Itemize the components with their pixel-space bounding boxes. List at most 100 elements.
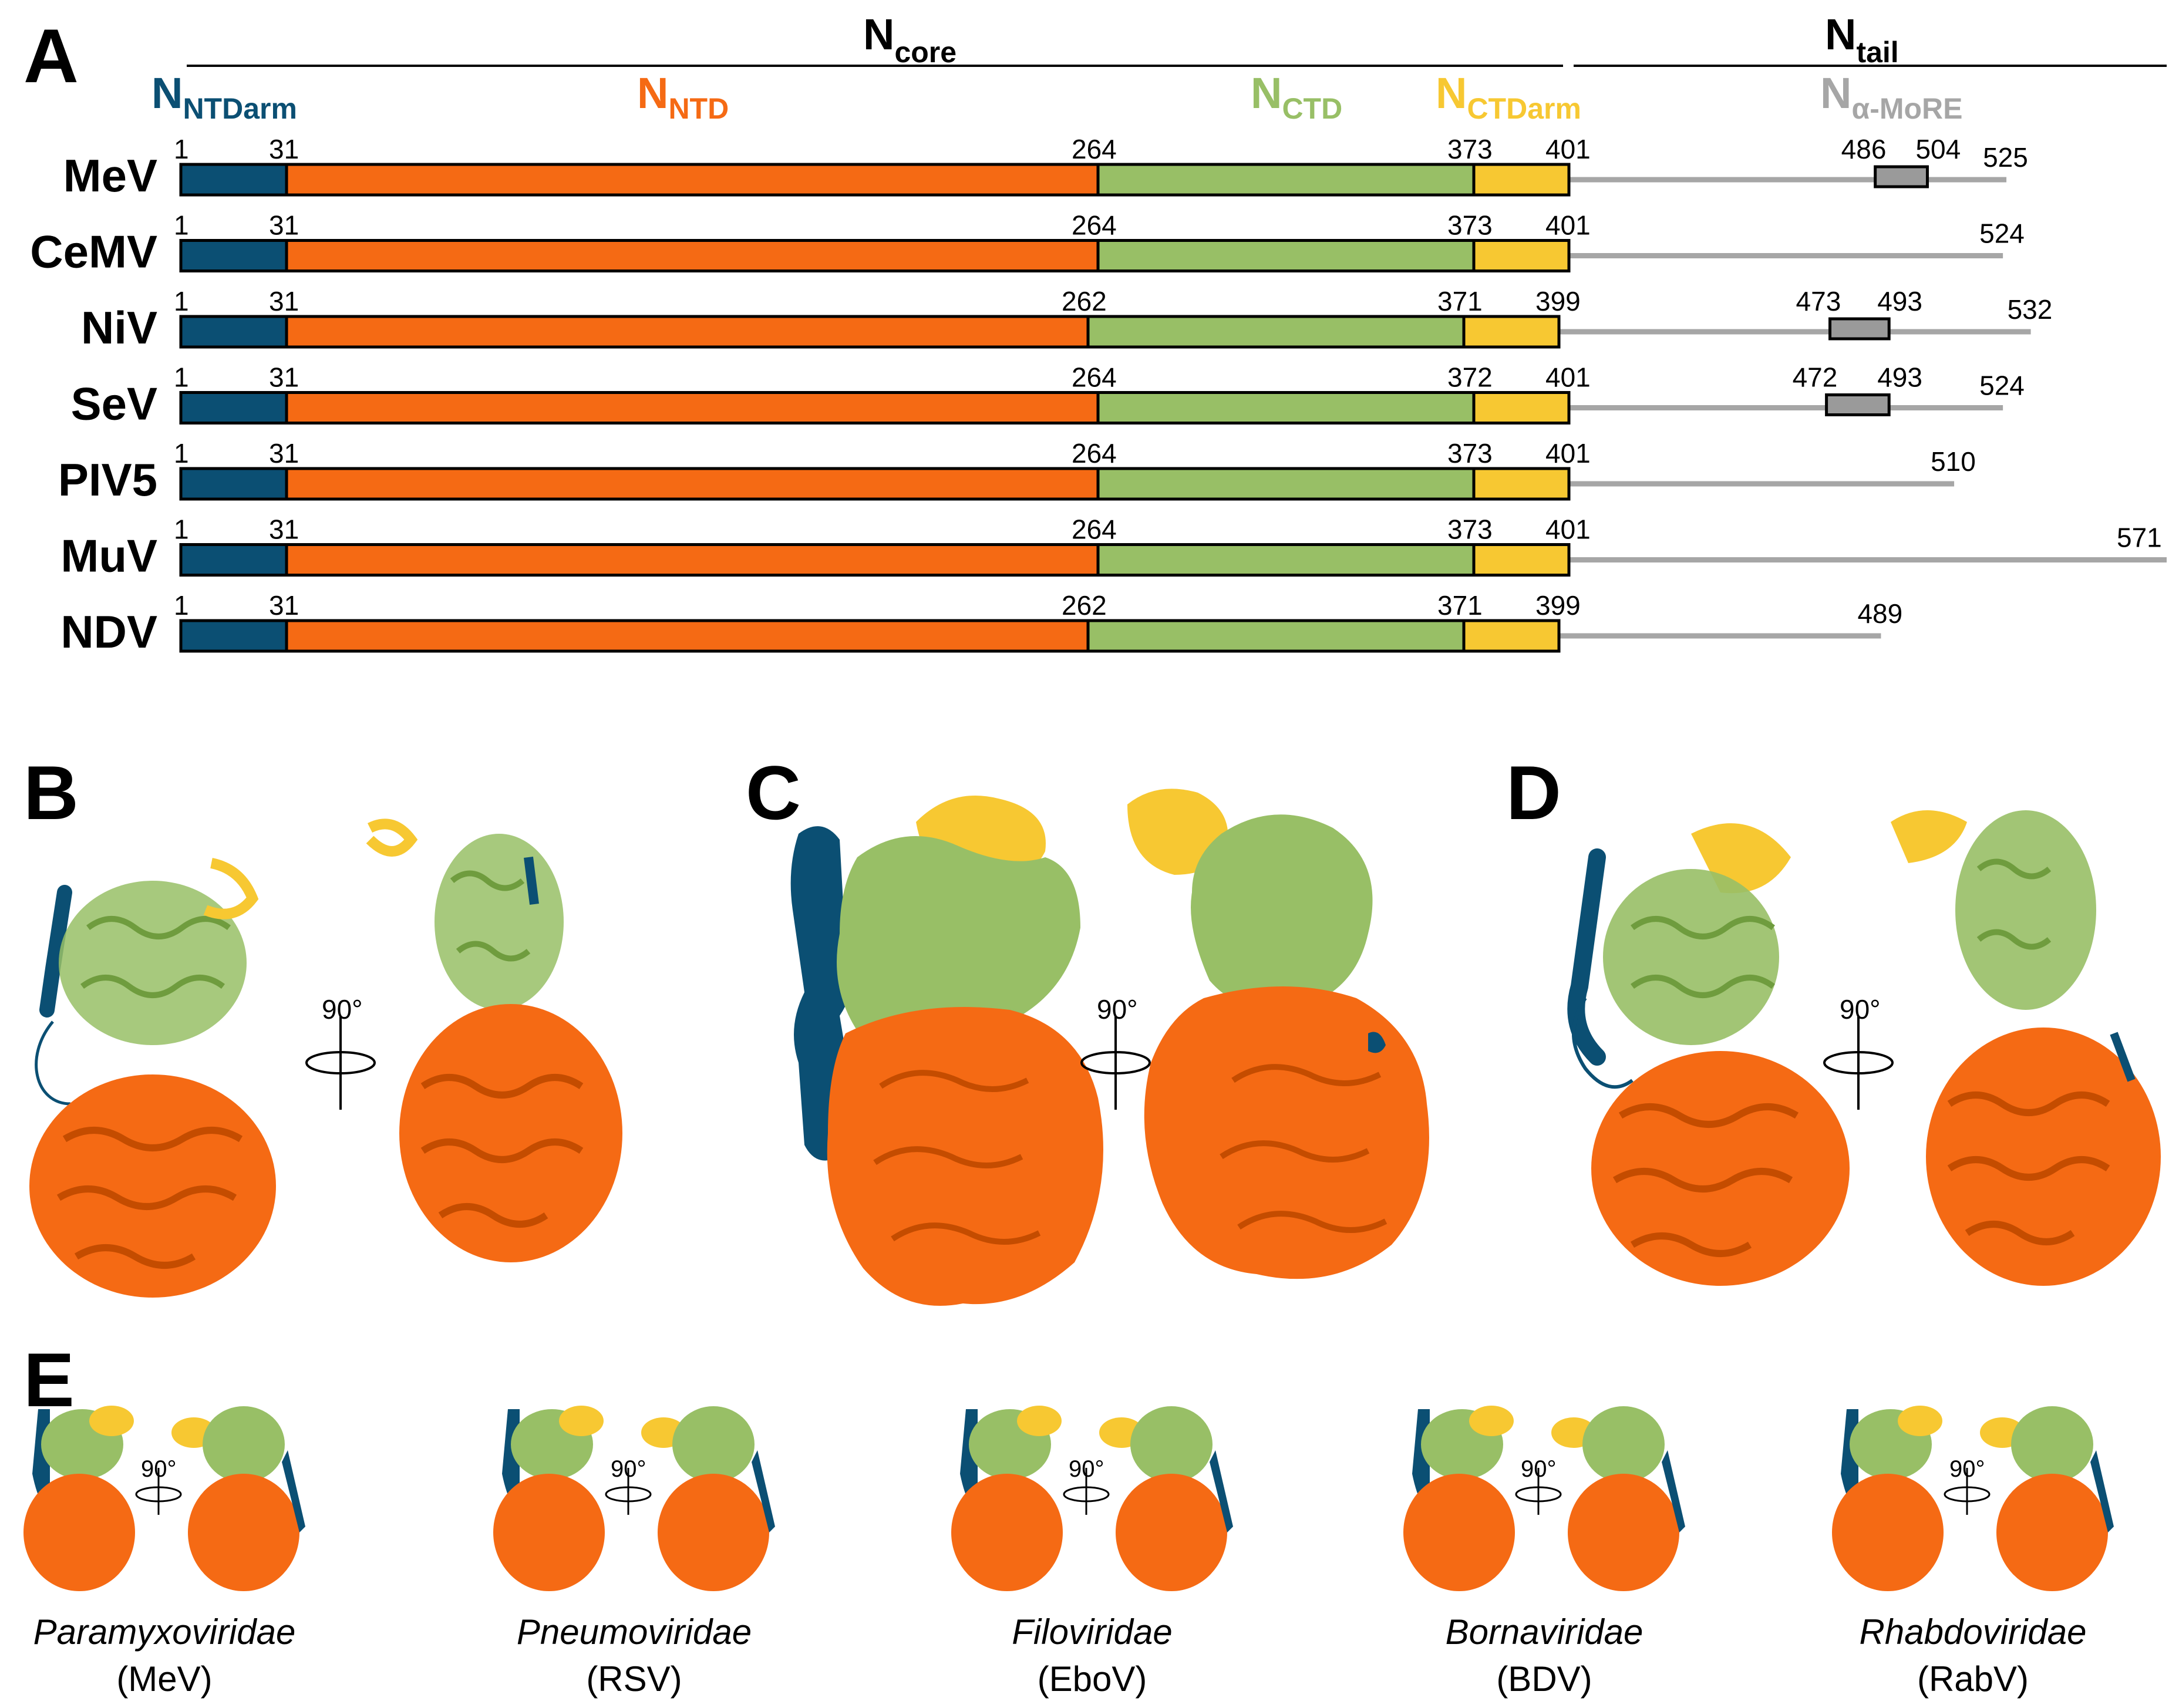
pos-b4: 399 xyxy=(1535,590,1581,621)
ntdarm-label: NNTDarm xyxy=(151,69,297,125)
cartoon-structure-side xyxy=(366,818,622,1262)
panel-label-b: B xyxy=(23,750,79,836)
pos-more-end: 504 xyxy=(1915,134,1961,164)
rotation-label: 90° xyxy=(611,1456,646,1482)
family-paramyxoviridae: 90° Paramyxoviridae (MeV) xyxy=(23,1406,305,1699)
ctdarm-segment xyxy=(1472,239,1571,272)
pos-more-start: 486 xyxy=(1841,134,1887,164)
pos-b2: 264 xyxy=(1072,514,1117,545)
ctdarm-segment xyxy=(1472,163,1571,197)
ntd-segment xyxy=(285,239,1100,272)
pos-b3: 372 xyxy=(1447,362,1493,393)
virus-label: NiV xyxy=(81,302,157,353)
pos-b2: 262 xyxy=(1062,286,1107,316)
family-name: Bornaviridae xyxy=(1446,1612,1643,1652)
domain-architecture-rows: MeV 1 31 264 373 401 486 504 525 CeMV 1 31 264 373 401… xyxy=(30,134,2167,658)
pos-end: 571 xyxy=(2117,523,2162,553)
ntd-segment xyxy=(285,543,1100,577)
pos-b3: 373 xyxy=(1447,210,1493,241)
domain-row-ndv: NDV 1 31 262 371 399 489 xyxy=(60,590,1902,658)
ntd-segment xyxy=(285,619,1090,653)
pos-b3: 371 xyxy=(1437,590,1483,621)
pos-start: 1 xyxy=(174,286,189,316)
family-virus: (RabV) xyxy=(1917,1659,2029,1699)
surface-structure-front xyxy=(790,796,1103,1306)
rotation-symbol-b: 90° xyxy=(305,994,376,1110)
pos-b3: 373 xyxy=(1447,514,1493,545)
pos-b2: 264 xyxy=(1072,134,1117,164)
family-filoviridae: 90° Filoviridae (EboV) xyxy=(951,1406,1233,1699)
family-structures: 90° Paramyxoviridae (MeV) 90° Pneumoviridae (… xyxy=(23,1406,2114,1699)
family-virus: (EboV) xyxy=(1038,1659,1147,1699)
pos-start: 1 xyxy=(174,362,189,393)
pos-start: 1 xyxy=(174,590,189,621)
virus-label: NDV xyxy=(60,606,157,658)
ensemble-structure-front xyxy=(1567,823,1850,1286)
pos-b2: 262 xyxy=(1062,590,1107,621)
family-virus: (RSV) xyxy=(586,1659,682,1699)
family-name: Pneumoviridae xyxy=(517,1612,752,1652)
domain-row-muv: MuV 1 31 264 373 401 571 xyxy=(60,514,2167,582)
ctd-segment xyxy=(1086,619,1466,653)
pos-b2: 264 xyxy=(1072,362,1117,393)
family-rhabdoviridae: 90° Rhabdoviridae (RabV) xyxy=(1832,1406,2114,1699)
family-name: Paramyxoviridae xyxy=(33,1612,296,1652)
panel-label-c: C xyxy=(746,750,801,836)
rotation-symbol-c: 90° xyxy=(1080,994,1151,1110)
ntdarm-segment xyxy=(179,391,288,425)
ctd-segment xyxy=(1096,163,1476,197)
virus-label: MeV xyxy=(63,150,157,201)
pos-b1: 31 xyxy=(269,210,299,241)
pos-b4: 401 xyxy=(1545,438,1591,469)
pos-end: 524 xyxy=(1979,218,2025,249)
ctd-segment xyxy=(1096,543,1476,577)
ctd-segment xyxy=(1096,239,1476,272)
ntdarm-segment xyxy=(179,619,288,653)
family-bornaviridae: 90° Bornaviridae (BDV) xyxy=(1403,1406,1685,1699)
pos-start: 1 xyxy=(174,438,189,469)
pos-start: 1 xyxy=(174,134,189,164)
pos-b1: 31 xyxy=(269,438,299,469)
family-pneumoviridae: 90° Pneumoviridae (RSV) xyxy=(493,1406,775,1699)
pos-b4: 401 xyxy=(1545,362,1591,393)
ntdarm-segment xyxy=(179,543,288,577)
pos-b1: 31 xyxy=(269,590,299,621)
more-segment xyxy=(1828,317,1891,341)
ctdarm-segment xyxy=(1472,543,1571,577)
ntd-segment xyxy=(285,163,1100,197)
pos-start: 1 xyxy=(174,514,189,545)
rotation-label-c: 90° xyxy=(1097,994,1138,1025)
ncore-header: Ncore xyxy=(863,10,957,69)
ntd-segment xyxy=(285,467,1100,501)
ntd-segment xyxy=(285,315,1090,349)
pos-b3: 371 xyxy=(1437,286,1483,316)
pos-b4: 399 xyxy=(1535,286,1581,316)
ctd-label: NCTD xyxy=(1251,69,1342,125)
pos-b1: 31 xyxy=(269,514,299,545)
domain-row-niv: NiV 1 31 262 371 399 473 493 532 xyxy=(81,286,2052,353)
domain-row-cemv: CeMV 1 31 264 373 401 524 xyxy=(30,210,2025,278)
family-name: Rhabdoviridae xyxy=(1860,1612,2087,1652)
virus-label: PIV5 xyxy=(58,454,157,506)
pos-end: 524 xyxy=(1979,370,2025,401)
family-virus: (MeV) xyxy=(116,1659,212,1699)
ctdarm-segment xyxy=(1472,467,1571,501)
pos-more-end: 493 xyxy=(1877,362,1922,393)
pos-b1: 31 xyxy=(269,286,299,316)
rotation-label: 90° xyxy=(1521,1456,1557,1482)
more-segment xyxy=(1874,165,1929,188)
rotation-label: 90° xyxy=(1069,1456,1104,1482)
rotation-label-b: 90° xyxy=(322,994,363,1025)
more-segment xyxy=(1825,393,1891,416)
pos-b4: 401 xyxy=(1545,210,1591,241)
more-label: Nα-MoRE xyxy=(1820,69,1963,125)
pos-b1: 31 xyxy=(269,134,299,164)
pos-end: 525 xyxy=(1983,142,2028,173)
ensemble-structure-side xyxy=(1891,810,2161,1286)
rotation-label-d: 90° xyxy=(1840,994,1881,1025)
virus-label: MuV xyxy=(60,530,157,582)
ctdarm-label: NCTDarm xyxy=(1436,69,1581,125)
domain-row-piv5: PIV5 1 31 264 373 401 510 xyxy=(58,438,1976,506)
panel-label-d: D xyxy=(1506,750,1561,836)
